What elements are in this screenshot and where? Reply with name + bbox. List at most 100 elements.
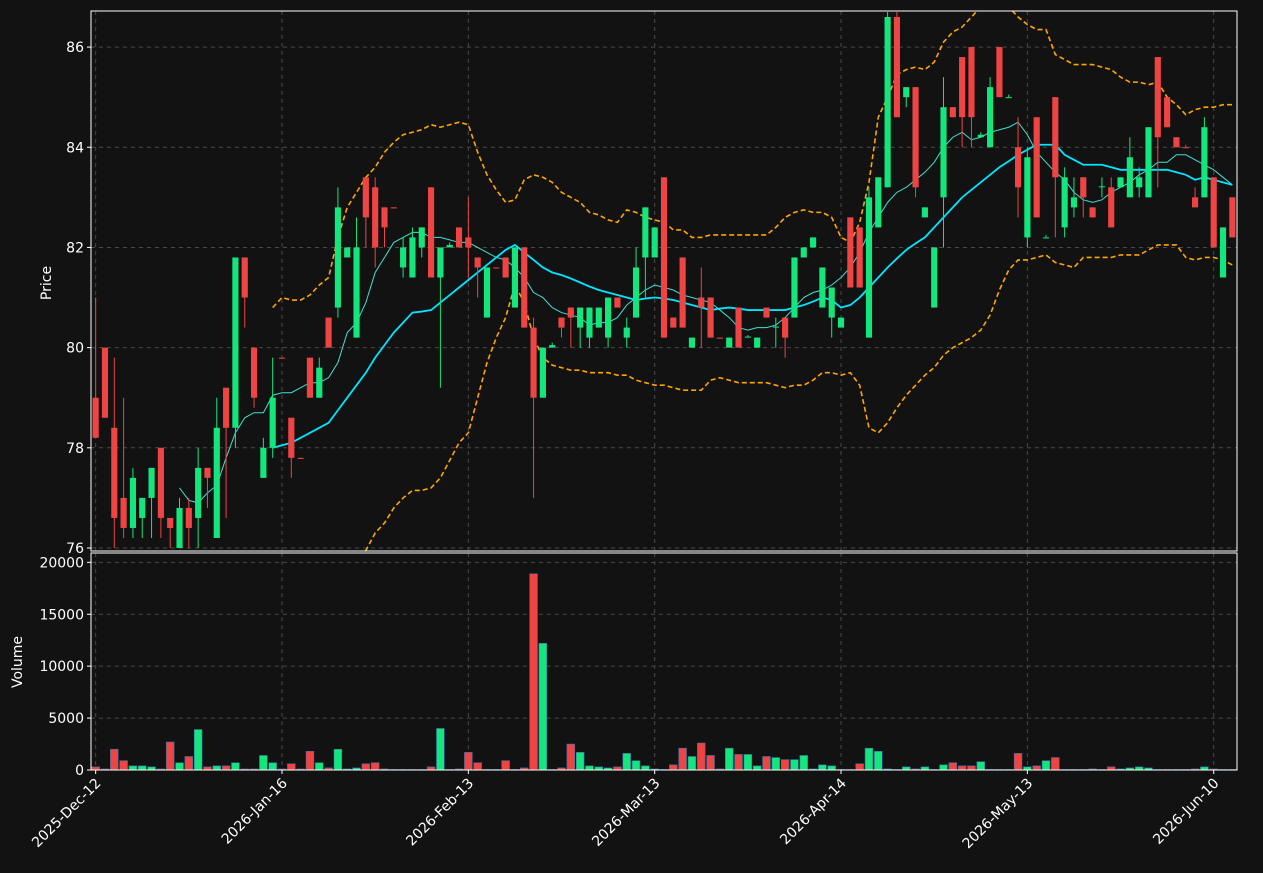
volume-bar xyxy=(743,754,753,770)
candle-body xyxy=(1070,197,1078,208)
candle-body xyxy=(884,17,891,188)
candle-body xyxy=(306,357,314,398)
volume-bar xyxy=(1051,757,1060,770)
volume-bar xyxy=(454,768,464,770)
volume-bar xyxy=(520,767,529,770)
candle-body xyxy=(763,307,770,318)
candle-body xyxy=(595,307,602,328)
volume-bar xyxy=(315,762,324,770)
price-frame xyxy=(90,10,1238,552)
volume-bar xyxy=(594,766,603,770)
candle-body xyxy=(651,227,658,258)
candle-body xyxy=(1005,97,1012,99)
volume-bar xyxy=(976,761,985,770)
volume-bar xyxy=(902,766,911,770)
y-tick-label: 84 xyxy=(66,140,84,156)
candle-body xyxy=(455,227,463,248)
volume-bar xyxy=(631,760,641,770)
volume-bar xyxy=(566,743,576,770)
candle-body xyxy=(260,447,267,478)
candle-body xyxy=(754,337,761,348)
volume-bar xyxy=(370,762,380,770)
volume-bar xyxy=(790,759,799,770)
volume-bar xyxy=(221,765,231,770)
volume-bar xyxy=(305,751,315,770)
candle-body xyxy=(176,507,183,548)
candle-body xyxy=(707,297,714,338)
volume-bar xyxy=(911,768,920,770)
volume-bar xyxy=(361,763,371,770)
candle-body xyxy=(744,336,751,338)
volume-bar xyxy=(333,748,343,770)
candle-body xyxy=(1117,177,1124,188)
volume-bar xyxy=(380,768,389,770)
candle-body xyxy=(1052,97,1059,178)
candle-body xyxy=(269,397,276,448)
candle-body xyxy=(185,507,192,528)
candle-body xyxy=(698,297,705,308)
volume-bar xyxy=(110,748,119,770)
candle-body xyxy=(931,247,938,308)
candle-body xyxy=(129,477,137,528)
volume-bar xyxy=(1032,765,1041,770)
candle-body xyxy=(111,427,118,518)
candle-body xyxy=(614,297,621,308)
candle-body xyxy=(521,247,528,328)
candle-body xyxy=(1061,177,1068,228)
volume-bar xyxy=(128,765,138,770)
candle-body xyxy=(623,327,630,338)
candle-body xyxy=(344,247,351,258)
candle-body xyxy=(875,177,882,228)
candle-body xyxy=(297,457,304,459)
candle-body xyxy=(688,337,696,348)
y-tick-label: 80 xyxy=(66,341,84,357)
candle-body xyxy=(372,187,379,248)
volume-bar xyxy=(529,573,538,770)
volume-bar xyxy=(240,768,249,770)
candle-body xyxy=(912,87,919,188)
candle-body xyxy=(483,267,491,318)
volume-bar xyxy=(426,766,436,770)
candle-body xyxy=(204,467,211,478)
candle-body xyxy=(679,257,686,328)
y-tick-label: 82 xyxy=(66,240,84,256)
candle-body xyxy=(996,47,1003,98)
candle-body xyxy=(213,427,220,538)
candle-body xyxy=(800,247,807,258)
volume-bar xyxy=(156,768,166,770)
volume-bar xyxy=(687,756,697,770)
volume-bar xyxy=(268,762,277,770)
candle-body xyxy=(670,317,677,328)
volume-bar xyxy=(715,768,725,770)
candle-body xyxy=(660,177,668,338)
volume-bar xyxy=(436,728,445,770)
volume-bar xyxy=(585,765,594,770)
candle-body xyxy=(92,397,99,438)
volume-bar xyxy=(1041,760,1051,770)
volume-bar xyxy=(697,742,706,770)
candle-body xyxy=(1108,187,1115,228)
candle-body xyxy=(921,207,928,218)
y-tick-label: 76 xyxy=(66,541,84,557)
candle-body xyxy=(334,207,341,308)
volume-bar xyxy=(165,741,175,770)
volume-bar xyxy=(473,762,482,770)
candle-body xyxy=(101,347,109,418)
candle-body xyxy=(1210,177,1217,248)
candle-body xyxy=(549,345,556,348)
volume-bar xyxy=(1107,766,1116,770)
candle-body xyxy=(539,347,546,398)
candle-body xyxy=(1229,197,1236,238)
candle-body xyxy=(940,107,947,198)
candle-body xyxy=(959,57,966,118)
candle-body xyxy=(1154,57,1161,138)
volume-bar xyxy=(678,747,687,770)
candle-body xyxy=(465,237,472,248)
candle-body xyxy=(278,357,286,359)
volume-bar xyxy=(669,764,678,770)
volume-bar xyxy=(650,768,659,770)
candle-body xyxy=(167,517,174,528)
volume-bar xyxy=(827,765,836,770)
candle-body xyxy=(837,317,845,328)
candle-body xyxy=(949,107,956,118)
